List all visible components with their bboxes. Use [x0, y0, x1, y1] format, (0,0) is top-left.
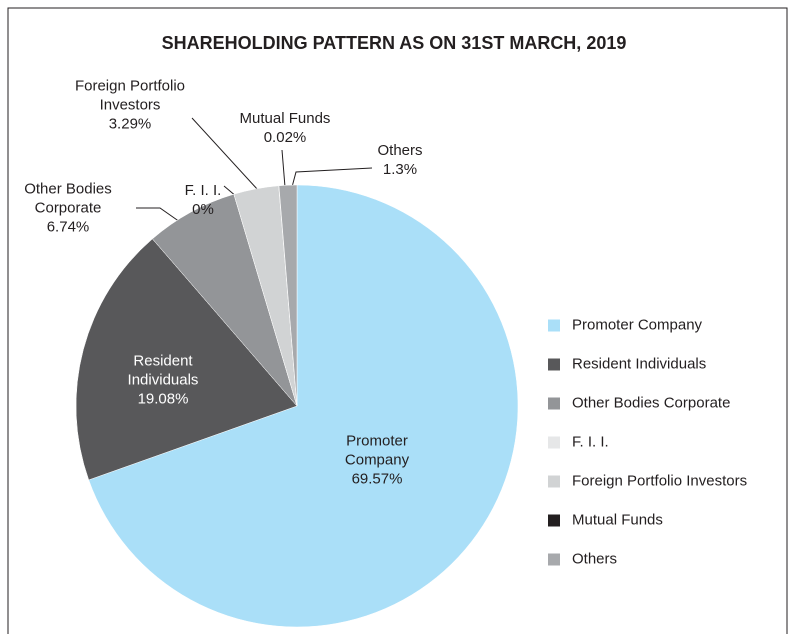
data-label-value: 0% [192, 201, 214, 218]
legend-item: Other Bodies Corporate [548, 395, 730, 412]
data-label: Others 1.3% [360, 141, 440, 179]
legend-swatch [548, 475, 560, 487]
legend-label: Mutual Funds [572, 511, 663, 529]
legend-swatch [548, 436, 560, 448]
legend-item: Mutual Funds [548, 512, 663, 529]
leader-line [191, 117, 259, 191]
leader-line [291, 167, 373, 188]
legend-item: Others [548, 551, 617, 568]
legend-item: Resident Individuals [548, 356, 706, 373]
leader-lines [136, 117, 373, 223]
data-label-value: 1.3% [382, 161, 418, 178]
data-label-category: F. I. I. [184, 182, 222, 199]
data-label-value: 3.29% [108, 115, 152, 133]
data-label-category: Others [377, 142, 423, 159]
legend-label: Other Bodies Corporate [572, 394, 731, 412]
legend-label: Others [572, 550, 618, 568]
pie-slice [75, 238, 298, 481]
data-label-category: Other Bodies Corporate [24, 180, 112, 217]
pie-slice [88, 184, 519, 628]
legend-item: Foreign Portfolio Investors [548, 473, 747, 490]
data-label-category: Promoter Company [344, 432, 410, 469]
data-label: Foreign Portfolio Investors 3.29% [55, 77, 205, 134]
legend-label: F. I. I. [572, 433, 609, 451]
legend-item: Promoter Company [548, 317, 702, 334]
legend-label: Promoter Company [572, 316, 703, 334]
data-label-value: 69.57% [351, 470, 403, 488]
data-label: Resident Individuals 19.08% [103, 352, 223, 409]
leader-line [281, 149, 286, 188]
legend-item: F. I. I. [548, 434, 609, 451]
data-label-value: 19.08% [137, 390, 189, 408]
data-label: F. I. I. 0% [173, 181, 233, 219]
data-label-value: 6.74% [46, 218, 90, 236]
chart-title: SHAREHOLDING PATTERN AS ON 31ST MARCH, 2… [161, 33, 627, 53]
legend-swatch [548, 319, 560, 331]
data-label-category: Resident Individuals [127, 352, 199, 389]
pie [75, 184, 519, 628]
frame [7, 7, 788, 634]
data-label-category: Foreign Portfolio Investors [74, 77, 186, 114]
legend-label: Resident Individuals [572, 355, 707, 373]
leader-line [136, 207, 181, 223]
legend-swatch [548, 553, 560, 565]
data-label-value: 0.02% [263, 129, 307, 146]
data-label: Promoter Company 69.57% [322, 432, 432, 489]
data-label-category: Mutual Funds [239, 110, 331, 127]
legend-swatch [548, 514, 560, 526]
legend-label: Foreign Portfolio Investors [572, 472, 748, 490]
legend-swatch [548, 397, 560, 409]
data-label: Other Bodies Corporate 6.74% [8, 180, 128, 237]
legend-swatch [548, 358, 560, 370]
data-label: Mutual Funds 0.02% [220, 109, 350, 147]
pie-slice [278, 184, 298, 407]
